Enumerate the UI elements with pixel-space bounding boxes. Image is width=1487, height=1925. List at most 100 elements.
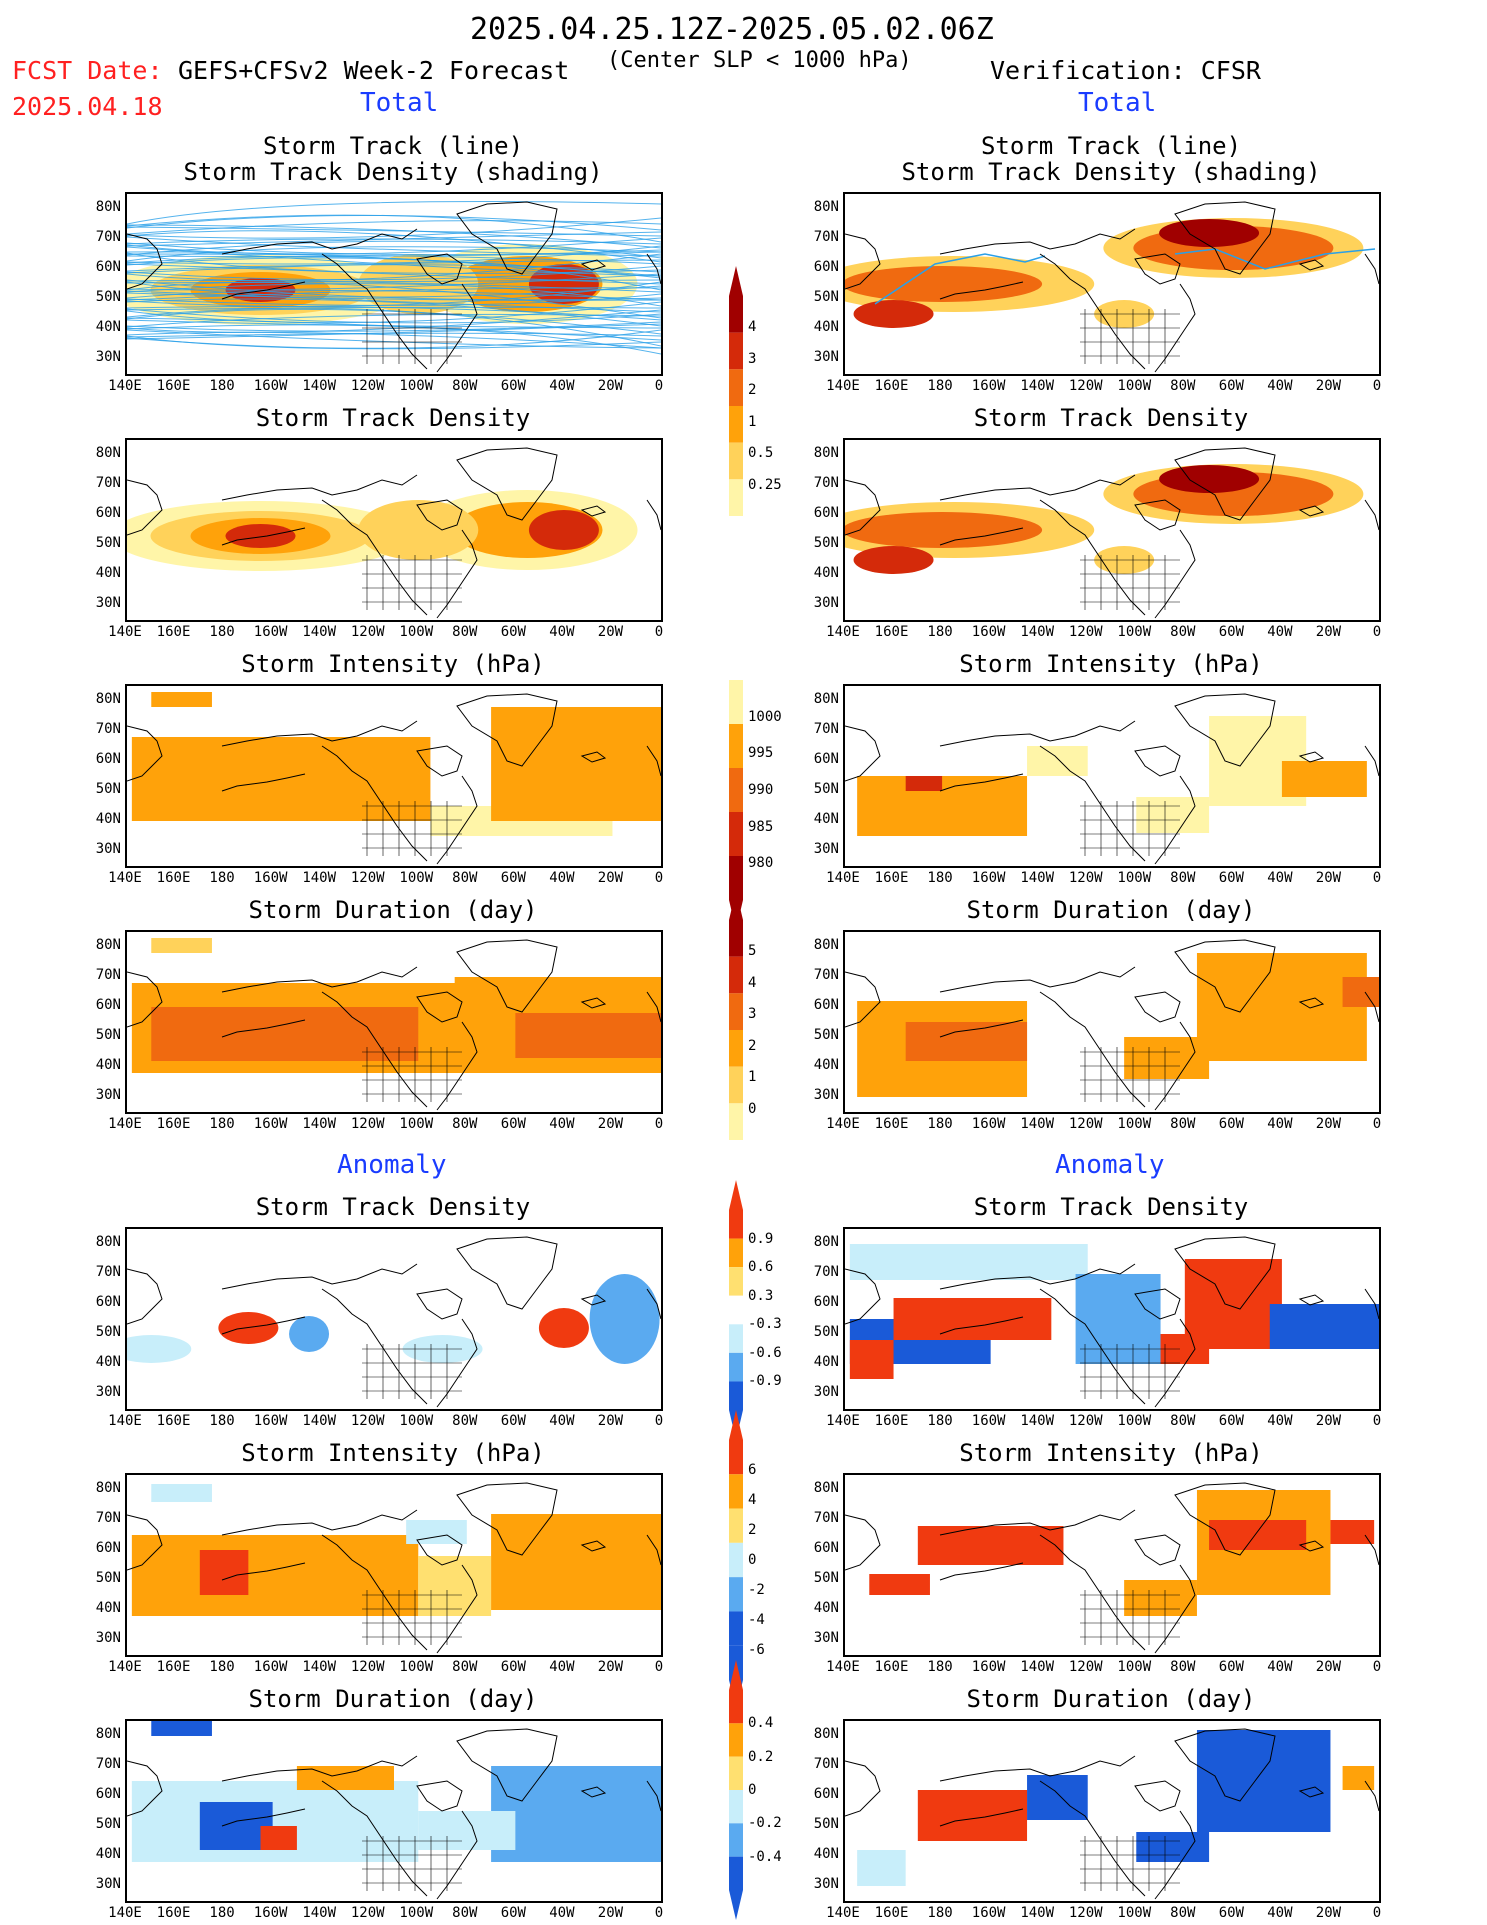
lat-label: 70N <box>95 1756 121 1772</box>
lon-label: 180 <box>927 1413 953 1429</box>
lon-label: 140W <box>1020 1659 1055 1675</box>
colorbar-density-total <box>726 266 746 550</box>
lat-label: 50N <box>95 1816 121 1832</box>
lon-label: 100W <box>1117 1659 1152 1675</box>
lon-label: 140E <box>108 1413 142 1429</box>
lon-label: 60W <box>1218 1413 1244 1429</box>
lon-label: 20W <box>1315 1659 1342 1675</box>
lat-label: 50N <box>95 535 121 551</box>
lon-label: 140W <box>302 1413 337 1429</box>
lon-label: 20W <box>597 378 624 394</box>
lat-label: 40N <box>95 319 121 335</box>
colorbar-intensity-anom-label: -2 <box>748 1582 765 1598</box>
colorbar-density-anom <box>726 1180 746 1444</box>
lon-label: 140W <box>302 870 337 886</box>
lat-label: 80N <box>95 1726 121 1742</box>
lon-label: 140W <box>302 1905 337 1921</box>
lat-label: 60N <box>813 1786 839 1802</box>
colorbar-duration-anom-label: 0.4 <box>748 1715 774 1732</box>
lon-label: 120W <box>1068 1659 1103 1675</box>
lon-label: 60W <box>500 624 526 640</box>
lon-label: 20W <box>597 1116 624 1132</box>
lat-label: 70N <box>813 1264 839 1280</box>
colorbar-duration-total-label: 2 <box>748 1037 757 1054</box>
lon-label: 180 <box>927 378 953 394</box>
lon-label: 40W <box>1267 624 1293 640</box>
lon-label: 40W <box>1267 1905 1293 1921</box>
lon-label: 180 <box>209 1659 235 1675</box>
lat-label: 30N <box>813 1876 839 1892</box>
lat-label: 80N <box>95 445 121 461</box>
lat-label: 50N <box>813 1027 839 1043</box>
lon-label: 160E <box>874 1659 909 1675</box>
lon-label: 140W <box>302 624 337 640</box>
map-density-forecast <box>125 438 663 622</box>
colorbar-density-total-label: 4 <box>748 319 757 336</box>
lon-label: 160W <box>253 378 288 394</box>
lat-label: 30N <box>813 1087 839 1103</box>
lat-label: 30N <box>813 1384 839 1400</box>
lat-label: 60N <box>813 1294 839 1310</box>
lat-label: 60N <box>95 751 121 767</box>
map-intensity_anom-verification <box>843 1473 1381 1657</box>
colorbar-intensity-total-label: 1000 <box>748 708 782 725</box>
lon-label: 140E <box>826 1116 860 1132</box>
lat-label: 40N <box>813 319 839 335</box>
lon-label: 160E <box>874 624 909 640</box>
lon-label: 80W <box>452 1116 478 1132</box>
lat-label: 40N <box>95 811 121 827</box>
lat-label: 60N <box>813 751 839 767</box>
lat-label: 60N <box>813 505 839 521</box>
lon-label: 140E <box>826 1905 860 1921</box>
lat-label: 30N <box>813 595 839 611</box>
colorbar-density-total-label: 0.5 <box>748 445 774 462</box>
colorbar-intensity-total-label: 995 <box>748 745 774 762</box>
lat-label: 70N <box>813 1756 839 1772</box>
lat-label: 50N <box>813 1816 839 1832</box>
map-intensity-verification <box>843 684 1381 868</box>
lon-label: 40W <box>549 624 575 640</box>
lat-label: 70N <box>813 229 839 245</box>
lat-label: 30N <box>813 841 839 857</box>
lat-label: 40N <box>95 1846 121 1862</box>
colorbar-intensity-anom-label: 2 <box>748 1522 757 1538</box>
lon-label: 0 <box>654 624 664 640</box>
lat-label: 50N <box>95 1570 121 1586</box>
lon-label: 20W <box>597 1905 624 1921</box>
lat-label: 60N <box>813 259 839 275</box>
lon-label: 160W <box>253 624 288 640</box>
period-title: 2025.04.25.12Z-2025.05.02.06Z <box>470 12 994 47</box>
colorbar-duration-total <box>726 890 746 1174</box>
lat-label: 50N <box>813 289 839 305</box>
lat-label: 80N <box>813 1726 839 1742</box>
lat-label: 40N <box>95 565 121 581</box>
colorbar-density-total-label: 2 <box>748 382 757 399</box>
lon-label: 0 <box>654 378 664 394</box>
lat-label: 80N <box>813 691 839 707</box>
lat-label: 70N <box>95 1510 121 1526</box>
lon-label: 160W <box>971 1659 1006 1675</box>
lat-label: 60N <box>95 1540 121 1556</box>
map-duration_anom-verification <box>843 1719 1381 1903</box>
lon-label: 80W <box>1170 870 1196 886</box>
lon-label: 80W <box>452 624 478 640</box>
lon-label: 140E <box>826 624 860 640</box>
lon-label: 120W <box>350 870 385 886</box>
colorbar-duration-anom-label: -0.4 <box>748 1848 782 1865</box>
lat-label: 60N <box>95 1294 121 1310</box>
map-trackline-verification <box>843 192 1381 376</box>
lon-label: 180 <box>927 870 953 886</box>
lon-label: 0 <box>1372 870 1382 886</box>
colorbar-density-anom-label: 0.3 <box>748 1287 774 1304</box>
colorbar-duration-total-label: 5 <box>748 943 757 960</box>
lon-label: 120W <box>1068 870 1103 886</box>
map-density-verification <box>843 438 1381 622</box>
lon-label: 80W <box>452 1659 478 1675</box>
lon-label: 180 <box>209 1905 235 1921</box>
lon-label: 180 <box>209 378 235 394</box>
title-density-total-right: Storm Track Density <box>973 404 1249 432</box>
lon-label: 40W <box>1267 1413 1293 1429</box>
lon-label: 100W <box>1117 1905 1152 1921</box>
lat-label: 70N <box>813 967 839 983</box>
lon-label: 100W <box>399 1116 434 1132</box>
